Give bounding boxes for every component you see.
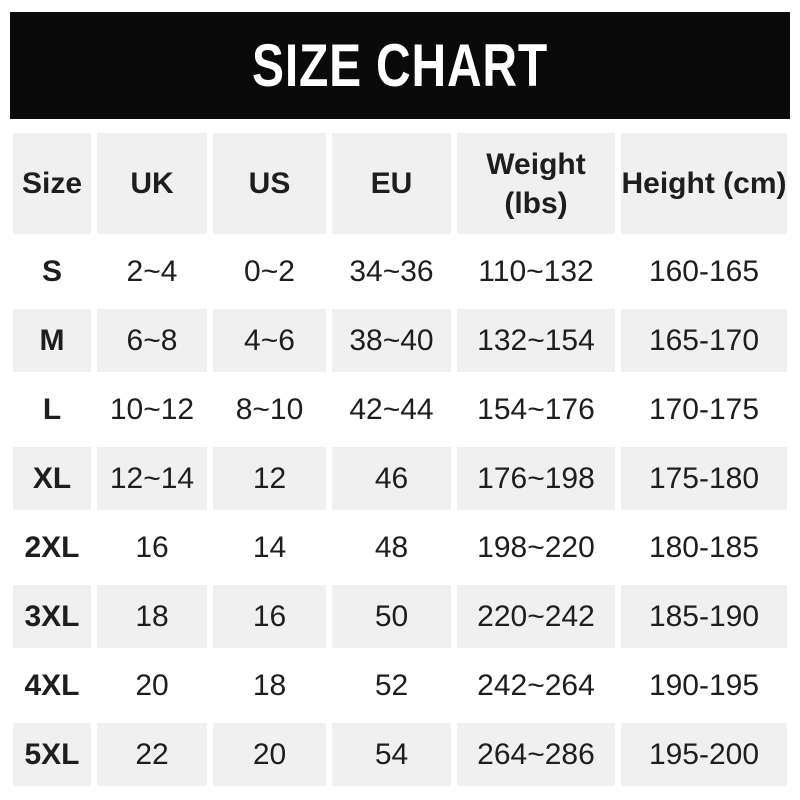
cell-us: 12 xyxy=(213,447,326,510)
cell-eu: 42~44 xyxy=(349,392,434,426)
page-title: SIZE CHART xyxy=(252,32,548,99)
table-row: 5XL 22 20 54 264~286 195-200 xyxy=(13,723,787,786)
cell-height: 165-170 xyxy=(621,309,787,372)
cell-us: 16 xyxy=(213,585,326,648)
cell-size: 4XL xyxy=(24,668,80,702)
cell-uk: 22 xyxy=(97,723,207,786)
size-chart-table: Size UK US EU Weight (lbs) Height (cm) S… xyxy=(7,127,793,792)
cell-weight: 176~198 xyxy=(457,447,615,510)
cell-uk: 6~8 xyxy=(97,309,207,372)
cell-size: S xyxy=(41,254,62,288)
table-header-row: Size UK US EU Weight (lbs) Height (cm) xyxy=(13,133,787,234)
cell-weight: 264~286 xyxy=(457,723,615,786)
cell-height: 185-190 xyxy=(621,585,787,648)
cell-eu: 46 xyxy=(332,447,451,510)
cell-height: 190-195 xyxy=(648,668,760,702)
cell-weight: 132~154 xyxy=(457,309,615,372)
cell-size: 5XL xyxy=(13,723,91,786)
cell-us: 18 xyxy=(252,668,287,702)
table-row: S 2~4 0~2 34~36 110~132 160-165 xyxy=(13,240,787,303)
column-header-eu: EU xyxy=(332,133,451,234)
cell-size: 2XL xyxy=(24,530,80,564)
cell-us: 8~10 xyxy=(235,392,304,426)
cell-weight: 154~176 xyxy=(477,392,595,426)
cell-eu: 52 xyxy=(374,668,409,702)
cell-uk: 2~4 xyxy=(126,254,178,288)
table-row: 3XL 18 16 50 220~242 185-190 xyxy=(13,585,787,648)
cell-height: 175-180 xyxy=(621,447,787,510)
cell-weight: 110~132 xyxy=(478,254,594,288)
cell-height: 195-200 xyxy=(621,723,787,786)
column-header-weight-lbs: Weight (lbs) xyxy=(457,133,615,234)
cell-size: M xyxy=(13,309,91,372)
cell-size: XL xyxy=(13,447,91,510)
cell-eu: 38~40 xyxy=(332,309,451,372)
cell-weight: 198~220 xyxy=(477,530,595,564)
column-header-height-cm: Height (cm) xyxy=(621,133,787,234)
table-row: L 10~12 8~10 42~44 154~176 170-175 xyxy=(13,378,787,441)
cell-weight: 242~264 xyxy=(477,668,595,702)
column-header-us: US xyxy=(213,133,326,234)
cell-uk: 12~14 xyxy=(97,447,207,510)
cell-uk: 20 xyxy=(135,668,169,702)
cell-eu: 54 xyxy=(332,723,451,786)
cell-height: 180-185 xyxy=(648,530,760,564)
table-row: M 6~8 4~6 38~40 132~154 165-170 xyxy=(13,309,787,372)
table-row: XL 12~14 12 46 176~198 175-180 xyxy=(13,447,787,510)
table-row: 4XL 20 18 52 242~264 190-195 xyxy=(13,654,787,717)
table-row: 2XL 16 14 48 198~220 180-185 xyxy=(13,516,787,579)
cell-uk: 16 xyxy=(135,530,169,564)
cell-weight: 220~242 xyxy=(457,585,615,648)
cell-height: 160-165 xyxy=(648,254,760,288)
cell-us: 14 xyxy=(252,530,287,564)
cell-eu: 34~36 xyxy=(349,254,434,288)
column-header-size: Size xyxy=(13,133,91,234)
size-chart-banner: SIZE CHART xyxy=(10,12,790,119)
cell-uk: 18 xyxy=(97,585,207,648)
cell-size: L xyxy=(42,392,62,426)
cell-height: 170-175 xyxy=(648,392,760,426)
cell-eu: 50 xyxy=(332,585,451,648)
cell-us: 4~6 xyxy=(213,309,326,372)
cell-size: 3XL xyxy=(13,585,91,648)
cell-us: 0~2 xyxy=(244,254,295,288)
cell-uk: 10~12 xyxy=(109,392,195,426)
cell-eu: 48 xyxy=(374,530,409,564)
column-header-uk: UK xyxy=(97,133,207,234)
cell-us: 20 xyxy=(213,723,326,786)
